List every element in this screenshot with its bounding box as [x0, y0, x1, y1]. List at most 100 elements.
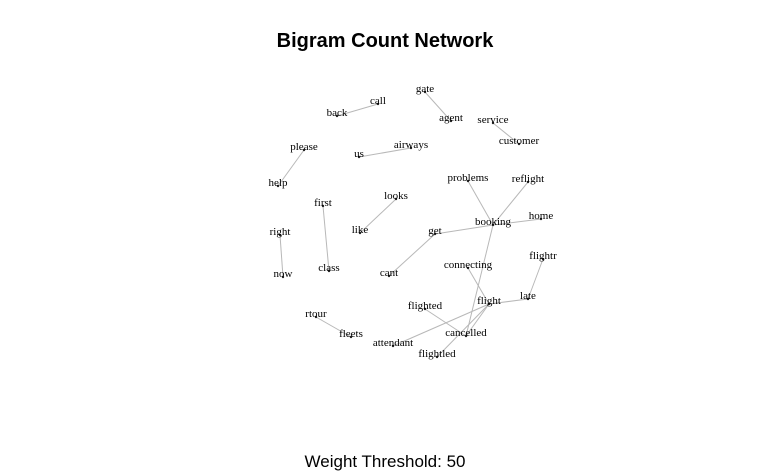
- weight-threshold-caption: Weight Threshold: 50: [304, 452, 466, 471]
- node-point-looks: [394, 197, 398, 201]
- node-point-fleets: [349, 335, 353, 339]
- node-please: please: [290, 141, 318, 153]
- node-label-airways: airways: [394, 139, 428, 151]
- node-agent: agent: [439, 112, 463, 124]
- node-point-gate: [423, 90, 427, 94]
- node-label-get: get: [428, 225, 441, 237]
- node-label-cant: cant: [380, 267, 398, 279]
- edge-booking-home: [492, 218, 542, 226]
- node-label-class: class: [318, 262, 339, 274]
- node-label-gate: gate: [416, 83, 434, 95]
- node-label-reflight: reflight: [512, 173, 544, 185]
- node-label-flightr: flightr: [529, 250, 557, 262]
- node-back: back: [327, 107, 348, 119]
- node-label-booking: booking: [475, 216, 512, 228]
- node-point-home: [539, 217, 543, 221]
- node-first: first: [314, 197, 332, 209]
- node-point-now: [281, 275, 285, 279]
- node-point-get: [433, 232, 437, 236]
- edge-gate-agent: [424, 91, 452, 122]
- node-airways: airways: [394, 139, 428, 151]
- chart-title: Bigram Count Network: [276, 30, 494, 52]
- edge-problems-booking: [467, 180, 494, 226]
- node-like: like: [352, 224, 369, 236]
- node-point-flightr: [541, 257, 545, 261]
- node-cancelled: cancelled: [445, 327, 487, 339]
- node-now: now: [274, 268, 293, 280]
- node-layer: call back gate agent service customer please he…: [269, 83, 558, 360]
- node-label-customer: customer: [499, 135, 540, 147]
- node-label-us: us: [354, 148, 364, 160]
- node-label-agent: agent: [439, 112, 463, 124]
- node-label-flightled: flightled: [418, 348, 456, 360]
- edge-rtour-fleets: [315, 316, 352, 338]
- node-label-flighted: flighted: [408, 300, 443, 312]
- node-reflight: reflight: [512, 173, 544, 185]
- node-attendant: attendant: [373, 337, 413, 349]
- edge-flight-late: [488, 298, 529, 305]
- node-point-class: [327, 269, 331, 273]
- node-point-back: [335, 114, 339, 118]
- node-help: help: [269, 177, 288, 189]
- node-point-connecting: [466, 266, 470, 270]
- edge-looks-like: [359, 198, 397, 234]
- node-point-flight: [487, 302, 491, 306]
- node-get: get: [428, 225, 441, 237]
- node-label-home: home: [529, 210, 554, 222]
- node-customer: customer: [499, 135, 540, 147]
- node-label-call: call: [370, 95, 386, 107]
- node-label-attendant: attendant: [373, 337, 413, 349]
- edge-flightr-late: [527, 258, 544, 300]
- edge-back-call: [336, 103, 379, 117]
- node-point-customer: [517, 142, 521, 146]
- node-point-late: [526, 297, 530, 301]
- node-point-like: [358, 231, 362, 235]
- node-label-first: first: [314, 197, 332, 209]
- node-point-cancelled: [464, 334, 468, 338]
- node-label-help: help: [269, 177, 288, 189]
- node-booking: booking: [475, 216, 512, 228]
- node-rtour: rtour: [305, 308, 327, 320]
- node-point-flightled: [435, 355, 439, 359]
- node-service: service: [477, 114, 508, 126]
- node-label-flight: flight: [477, 295, 501, 307]
- node-fleets: fleets: [339, 328, 363, 340]
- node-label-now: now: [274, 268, 293, 280]
- node-us: us: [354, 148, 364, 160]
- node-problems: problems: [448, 172, 489, 184]
- node-class: class: [318, 262, 339, 274]
- node-label-rtour: rtour: [305, 308, 327, 320]
- edge-get-cant: [388, 233, 436, 277]
- node-point-airways: [409, 146, 413, 150]
- edge-right-now: [279, 234, 284, 278]
- node-point-booking: [491, 223, 495, 227]
- edge-service-customer: [492, 122, 520, 145]
- node-late: late: [520, 290, 536, 302]
- node-looks: looks: [384, 190, 408, 202]
- edge-get-booking: [434, 224, 494, 235]
- edge-booking-cancelled: [465, 224, 494, 337]
- node-label-late: late: [520, 290, 536, 302]
- node-label-looks: looks: [384, 190, 408, 202]
- edge-us-airways: [358, 147, 412, 158]
- node-connecting: connecting: [444, 259, 493, 271]
- node-gate: gate: [416, 83, 434, 95]
- node-point-help: [276, 184, 280, 188]
- node-point-service: [491, 121, 495, 125]
- node-point-problems: [466, 179, 470, 183]
- node-flight: flight: [477, 295, 501, 307]
- node-flighted: flighted: [408, 300, 443, 312]
- node-point-call: [376, 102, 380, 106]
- node-point-cant: [387, 274, 391, 278]
- node-label-service: service: [477, 114, 508, 126]
- node-point-right: [278, 233, 282, 237]
- edge-first-class: [322, 205, 330, 272]
- edge-flight-flightled: [436, 303, 490, 358]
- edge-flight-cancelled: [465, 303, 490, 337]
- node-label-fleets: fleets: [339, 328, 363, 340]
- node-label-cancelled: cancelled: [445, 327, 487, 339]
- node-point-please: [302, 148, 306, 152]
- node-right: right: [270, 226, 291, 238]
- node-label-like: like: [352, 224, 369, 236]
